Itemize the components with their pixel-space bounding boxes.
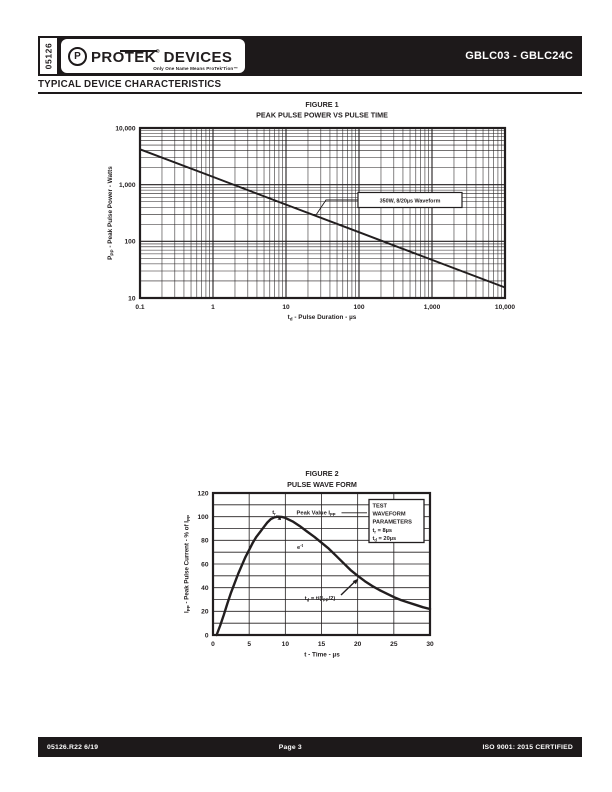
brand-devices: DEVICES — [163, 49, 233, 66]
brand-wordmark: PROTEK® DEVICES — [91, 47, 232, 65]
circle-p-icon: P — [68, 46, 87, 66]
fig1-x-tick: 1 — [211, 304, 215, 311]
header-bar: 05126 P PROTEK® DEVICES Only One Name Mea… — [38, 36, 582, 76]
fig2-rise-time-arrow — [276, 515, 280, 519]
footer-revision: 05126.R22 6/19 — [47, 743, 99, 751]
fig2-x-tick: 30 — [426, 641, 434, 648]
fig2-test-parameters-line: WAVEFORM — [373, 512, 406, 518]
doc-number-box: 05126 — [40, 38, 57, 74]
fig2-title: FIGURE 2 — [305, 469, 338, 478]
registered-mark: ® — [155, 49, 160, 55]
fig1-y-tick: 1,000 — [119, 182, 136, 189]
fig2-waveform-curve — [215, 515, 432, 637]
fig2-y-axis-label: IPP - Peak Pulse Current - % of IPP — [184, 515, 191, 613]
fig1-x-tick: 100 — [353, 304, 364, 311]
fig2-half-value-arrow — [340, 580, 356, 596]
fig2-test-parameters-line: PARAMETERS — [373, 520, 413, 526]
fig1-grid — [139, 128, 505, 299]
fig1-y-tick: 10 — [128, 295, 136, 302]
fig2-x-tick: 20 — [354, 641, 362, 648]
fig2-test-parameters-line: tr = 8µs — [373, 528, 393, 534]
fig2-rise-time-label: tr — [272, 510, 276, 516]
fig1-annotation-box — [357, 191, 463, 209]
fig2-x-tick: 5 — [247, 641, 251, 648]
fig2-test-parameters-box — [368, 498, 425, 544]
fig2-y-tick: 120 — [197, 490, 208, 497]
footer-certification: ISO 9001: 2015 CERTIFIED — [482, 743, 573, 751]
footer-page-number: Page 3 — [278, 743, 302, 751]
fig1-power-line — [139, 148, 506, 289]
brand-pro: PRO — [91, 49, 125, 66]
fig2-peak-value-label: Peak Value IPP — [297, 511, 336, 517]
section-title: TYPICAL DEVICE CHARACTERISTICS — [38, 79, 222, 90]
fig1-y-tick: 100 — [124, 239, 135, 246]
fig2-half-value-label: td = t/(IPP/2) — [305, 596, 336, 602]
fig1-annotation-leader — [315, 199, 358, 216]
footer-bar: 05126.R22 6/19 Page 3 ISO 9001: 2015 CER… — [38, 737, 582, 757]
fig2-y-tick: 20 — [201, 609, 209, 616]
fig2-rise-time-arrowhead — [277, 516, 281, 520]
fig2-half-value-arrowhead — [352, 578, 359, 585]
protek-logo: P PROTEK® DEVICES Only One Name Means Pro… — [61, 39, 245, 73]
fig1-x-tick: 10 — [282, 304, 290, 311]
fig1-x-tick: 1,000 — [424, 304, 441, 311]
fig1-title: FIGURE 1 — [305, 100, 338, 109]
fig2-y-tick: 100 — [197, 514, 208, 521]
fig2-y-tick: 60 — [201, 561, 209, 568]
fig1-y-tick: 10,000 — [115, 125, 136, 132]
fig1-plot-border — [138, 126, 507, 300]
fig2-y-tick: 40 — [201, 585, 209, 592]
section-rule — [38, 91, 582, 94]
fig2-test-parameters-line: td = 20µs — [373, 536, 397, 542]
fig2-plot-border — [211, 491, 432, 637]
fig1-subtitle: PEAK PULSE POWER VS PULSE TIME — [256, 111, 388, 120]
fig1-x-tick: 10,000 — [495, 304, 516, 311]
fig2-x-tick: 0 — [211, 641, 215, 648]
brand-tagline: Only One Name Means ProTek'Tion™ — [153, 65, 238, 71]
fig2-x-tick: 15 — [318, 641, 326, 648]
fig1-y-axis-label: PPP - Peak Pulse Power - Watts — [107, 166, 114, 260]
fig2-test-parameters-line: TEST — [373, 504, 388, 510]
fig1-annotation-label: 350W, 8/20µs Waveform — [380, 198, 441, 204]
fig2-y-tick: 0 — [205, 632, 209, 639]
brand-tek: TEK — [124, 49, 156, 66]
fig2-y-tick: 80 — [201, 538, 209, 545]
fig2-subtitle: PULSE WAVE FORM — [287, 480, 357, 489]
fig1-x-tick: 0.1 — [135, 304, 144, 311]
part-number-range: GBLC03 - GBLC24C — [465, 50, 573, 62]
fig1-x-axis-label: td - Pulse Duration - µs — [288, 314, 357, 321]
fig2-x-tick: 25 — [390, 641, 398, 648]
fig2-x-tick: 10 — [282, 641, 290, 648]
fig2-x-axis-label: t - Time - µs — [304, 652, 340, 659]
brand-overline — [120, 49, 157, 53]
fig2-decay-label: e-t — [297, 543, 304, 551]
